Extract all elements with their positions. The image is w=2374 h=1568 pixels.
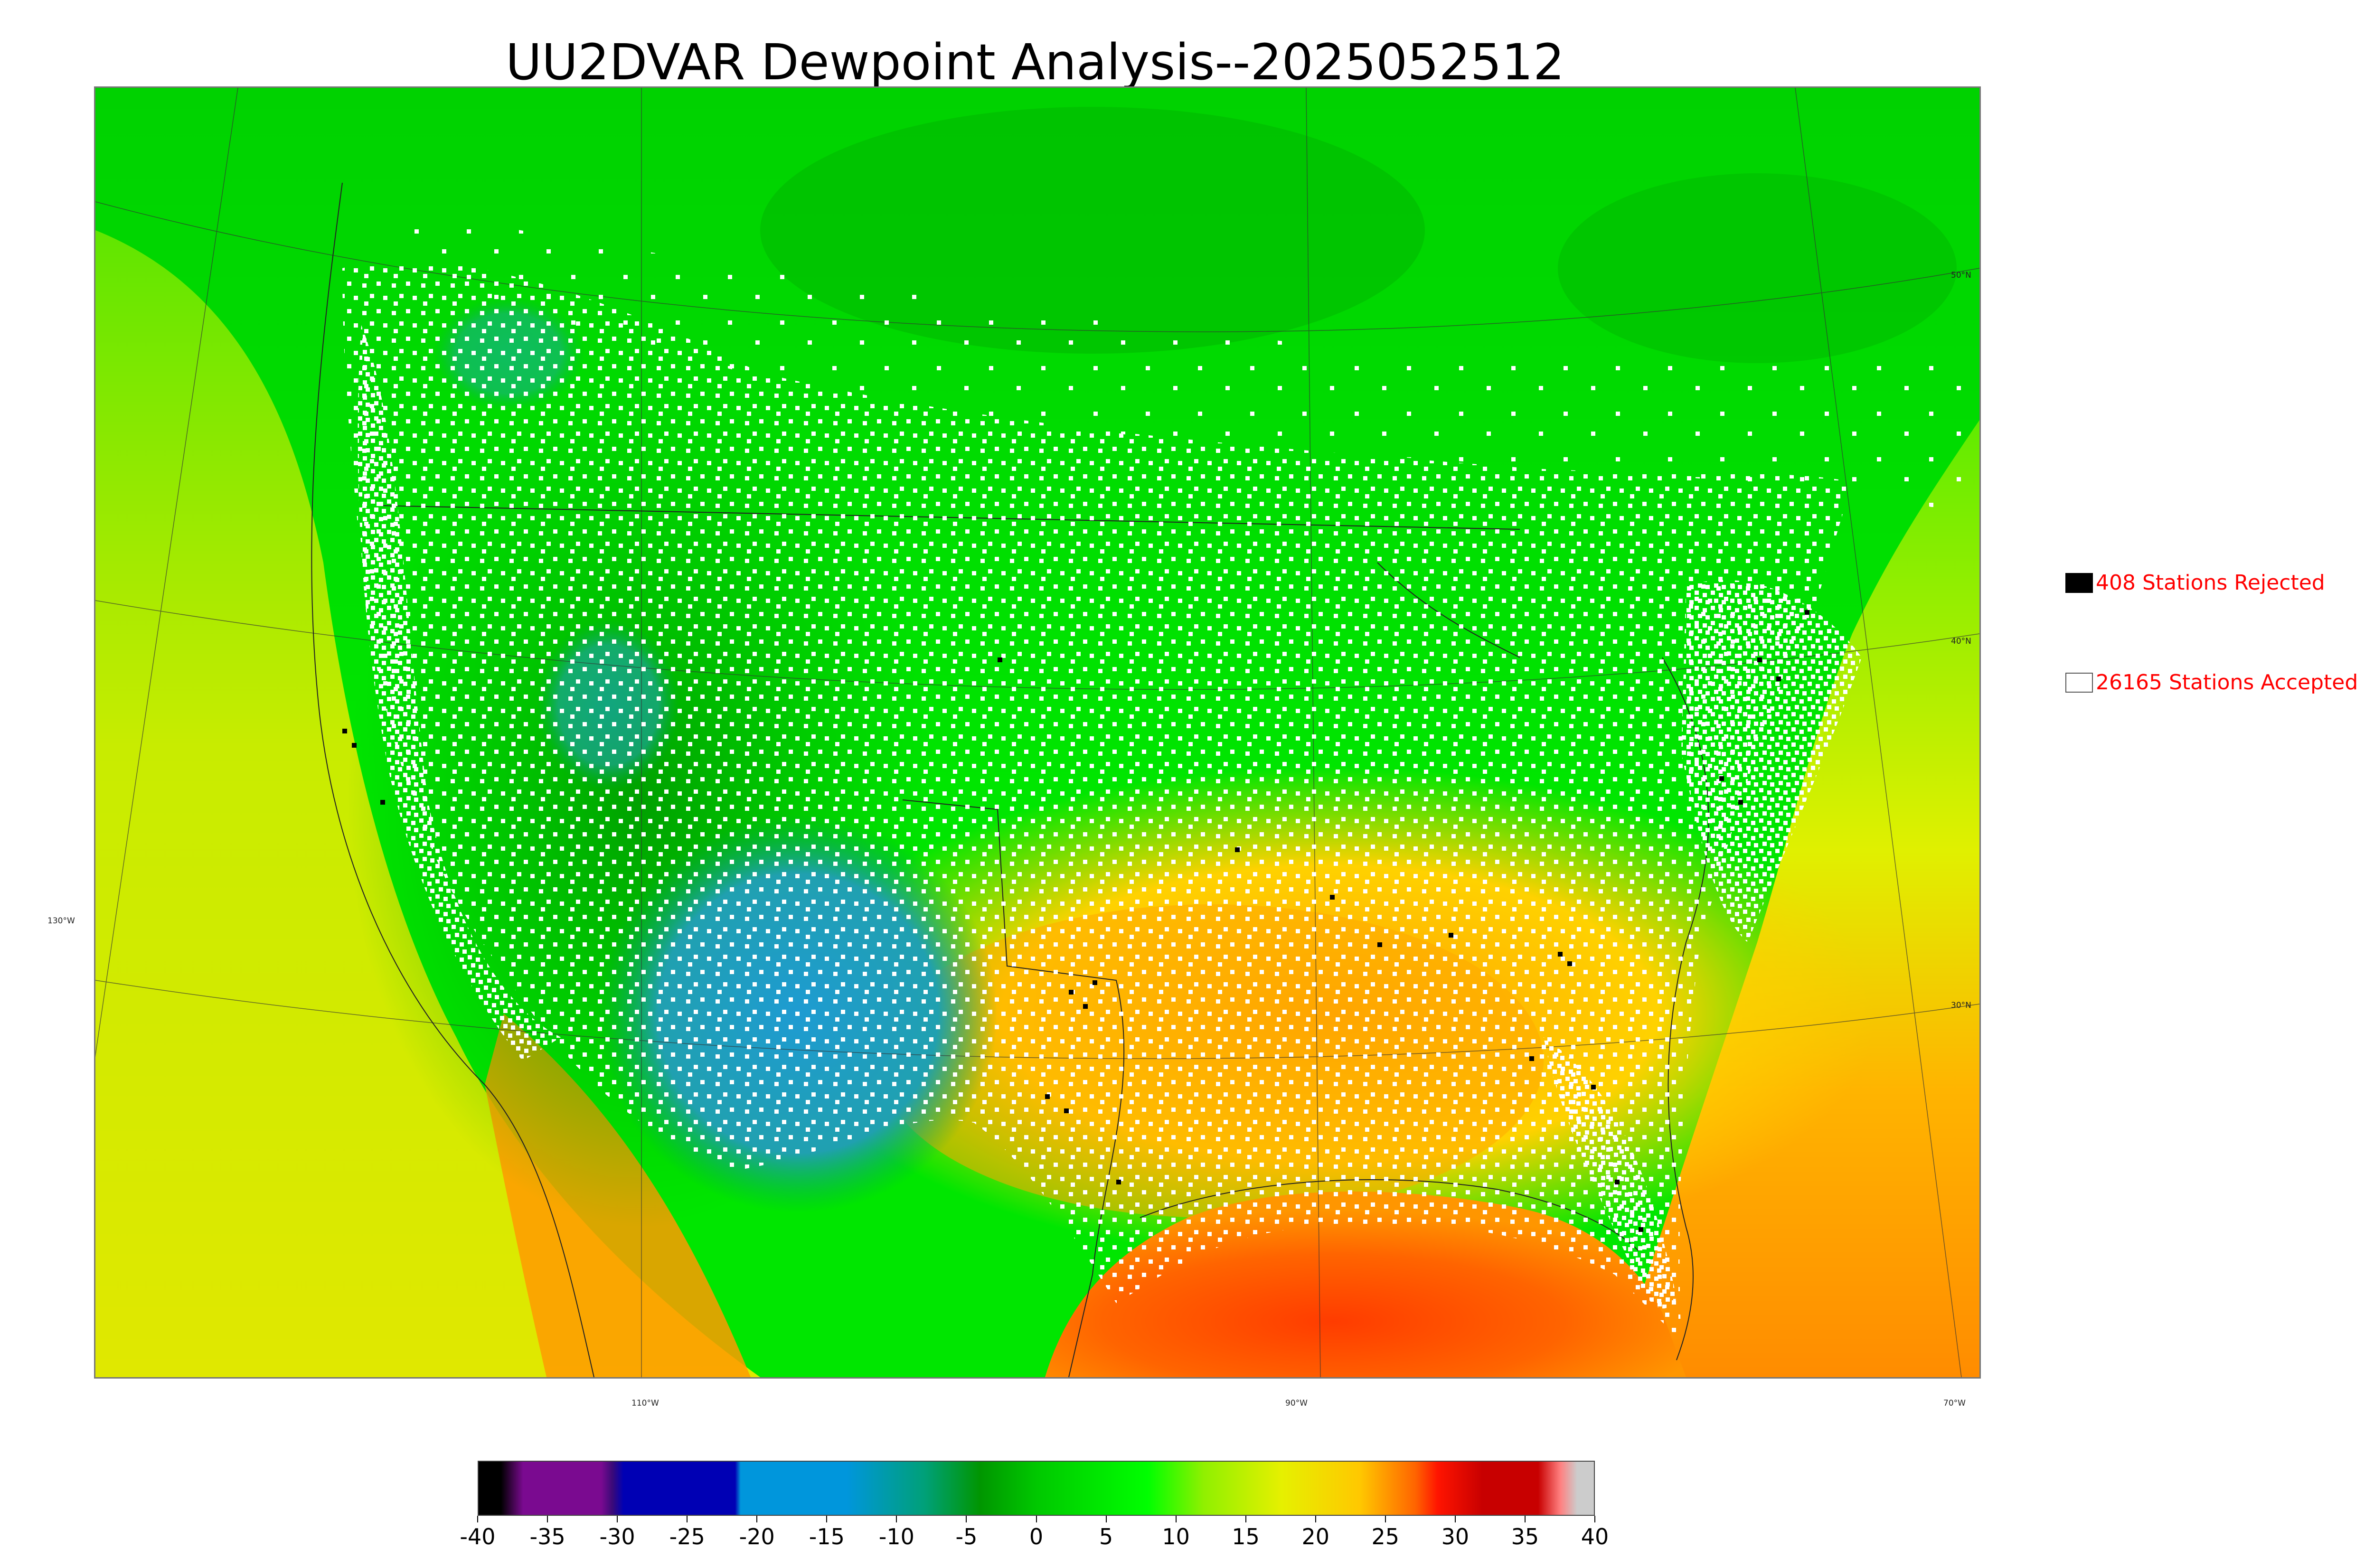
colorbar-tick: [1385, 1516, 1386, 1522]
colorbar-tick-label: 35: [1511, 1524, 1539, 1549]
colorbar-tick-label: -20: [739, 1524, 775, 1549]
colorbar-tick: [547, 1516, 548, 1522]
legend-accepted-label: 26165 Stations Accepted: [2096, 670, 2358, 695]
colorbar-tick: [1175, 1516, 1177, 1522]
colorbar-tick-label: 10: [1162, 1524, 1190, 1549]
colorbar-tick: [966, 1516, 967, 1522]
colorbar-tick: [826, 1516, 828, 1522]
colorbar-tick-label: 20: [1301, 1524, 1330, 1549]
accepted-stations-florida: [1544, 1037, 1677, 1309]
legend-rejected-label: 408 Stations Rejected: [2096, 571, 2325, 595]
colorbar-tick: [1524, 1516, 1526, 1522]
lat-label-50n: 50°N: [1951, 271, 1971, 280]
lon-label-130w: 130°W: [47, 916, 75, 926]
colorbar-tick-label: 40: [1581, 1524, 1609, 1549]
colorbar-tick: [1105, 1516, 1107, 1522]
lat-label-30n: 30°N: [1951, 1001, 1971, 1010]
colorbar-tick-label: -10: [878, 1524, 914, 1549]
colorbar-tick-label: 15: [1232, 1524, 1260, 1549]
colorbar-tick: [896, 1516, 897, 1522]
colorbar-tick-label: -40: [460, 1524, 496, 1549]
legend-rejected: 408 Stations Rejected: [2065, 571, 2325, 595]
colorbar-tick: [1245, 1516, 1246, 1522]
colorbar-tick: [617, 1516, 618, 1522]
colorbar-tick: [1036, 1516, 1037, 1522]
legend-accepted-swatch: [2065, 672, 2093, 693]
accepted-stations-west-coast: [358, 325, 561, 1061]
legend-rejected-swatch: [2065, 573, 2093, 593]
colorbar: [478, 1461, 1595, 1516]
colorbar-tick: [1315, 1516, 1316, 1522]
rejected-stations: [342, 610, 1809, 1232]
lon-label-90w: 90°W: [1285, 1399, 1308, 1408]
map-title: UU2DVAR Dewpoint Analysis--2025052512: [505, 33, 1565, 91]
colorbar-tick-label: -25: [669, 1524, 705, 1549]
colorbar-tick: [1594, 1516, 1595, 1522]
lat-label-40n: 40°N: [1951, 637, 1971, 646]
dewpoint-field: [95, 88, 1979, 1377]
dewpoint-map: 50°N 40°N 30°N: [94, 86, 1981, 1379]
colorbar-tick: [756, 1516, 758, 1522]
colorbar-tick: [1454, 1516, 1456, 1522]
legend-accepted: 26165 Stations Accepted: [2065, 670, 2358, 695]
accepted-stations-northeast: [1681, 580, 1862, 942]
colorbar-tick-label: -5: [955, 1524, 978, 1549]
colorbar-tick-label: -30: [599, 1524, 635, 1549]
colorbar-tick-label: -15: [809, 1524, 845, 1549]
colorbar-tick-label: 5: [1099, 1524, 1113, 1549]
colorbar-tick-label: 0: [1029, 1524, 1044, 1549]
colorbar-tick-label: -35: [529, 1524, 565, 1549]
colorbar-tick-label: 25: [1371, 1524, 1400, 1549]
colorbar-tick: [687, 1516, 688, 1522]
lon-label-70w: 70°W: [1943, 1399, 1966, 1408]
colorbar-tick: [477, 1516, 478, 1522]
lon-label-110w: 110°W: [631, 1399, 659, 1408]
accepted-stations: [342, 261, 1852, 1341]
colorbar-tick-label: 30: [1441, 1524, 1470, 1549]
accepted-stations-canada: [380, 207, 1971, 515]
